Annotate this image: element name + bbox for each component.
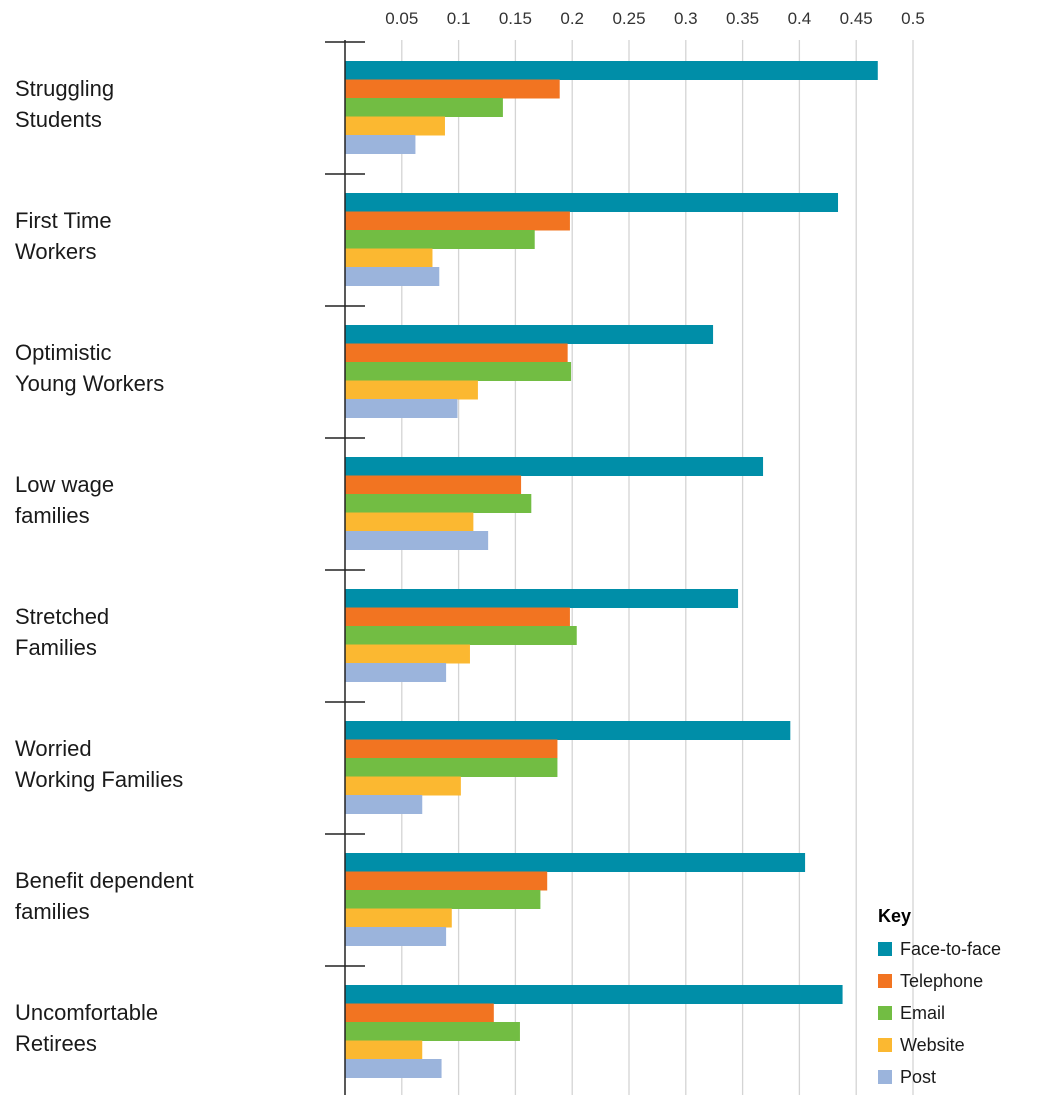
x-tick-label: 0.25 [612, 9, 645, 28]
x-tick-label: 0.3 [674, 9, 698, 28]
category-label: Students [15, 107, 102, 132]
x-tick-label: 0.15 [499, 9, 532, 28]
bar-telephone [345, 343, 568, 363]
legend-label: Face-to-face [900, 939, 1001, 959]
bar-website [345, 644, 470, 664]
bar-website [345, 248, 433, 268]
bar-post [345, 267, 440, 286]
legend-swatch [878, 1006, 892, 1020]
bar-website [345, 116, 445, 136]
category-label: Young Workers [15, 371, 164, 396]
bar-website [345, 908, 452, 928]
bars [345, 61, 878, 1078]
bar-face-to-face [345, 721, 791, 740]
legend-label: Post [900, 1067, 936, 1087]
legend-swatch [878, 974, 892, 988]
legend-label: Telephone [900, 971, 983, 991]
legend-swatch [878, 942, 892, 956]
bar-face-to-face [345, 325, 714, 344]
category-label: Retirees [15, 1031, 97, 1056]
bar-post [345, 531, 489, 550]
x-tick-label: 0.35 [726, 9, 759, 28]
legend-swatch [878, 1070, 892, 1084]
category-label: Benefit dependent [15, 868, 194, 893]
x-tick-label: 0.1 [447, 9, 471, 28]
bar-telephone [345, 1003, 494, 1023]
bar-telephone [345, 871, 548, 891]
category-label: Workers [15, 239, 97, 264]
bar-face-to-face [345, 193, 839, 212]
bar-website [345, 380, 478, 400]
bar-post [345, 663, 447, 682]
bar-email [345, 98, 503, 117]
category-label: Working Families [15, 767, 183, 792]
bar-post [345, 795, 423, 814]
x-tick-label: 0.4 [788, 9, 812, 28]
bar-website [345, 512, 474, 532]
legend-label: Website [900, 1035, 965, 1055]
bar-email [345, 1022, 520, 1041]
bar-face-to-face [345, 985, 843, 1004]
x-tick-label: 0.05 [385, 9, 418, 28]
bar-telephone [345, 475, 522, 495]
bar-post [345, 1059, 442, 1078]
bar-face-to-face [345, 853, 806, 872]
category-label: Families [15, 635, 97, 660]
bar-face-to-face [345, 589, 739, 608]
category-label: Low wage [15, 472, 114, 497]
legend-label: Email [900, 1003, 945, 1023]
category-label: Worried [15, 736, 92, 761]
bar-post [345, 135, 416, 154]
x-axis-ticks: 0.05 0.1 0.15 0.2 0.25 0.3 0.35 0.4 0.45 0.5 [385, 9, 925, 28]
legend-swatch [878, 1038, 892, 1052]
bar-telephone [345, 607, 570, 627]
category-labels: Struggling Students First Time Workers Optim… [15, 76, 194, 1056]
bar-email [345, 494, 532, 513]
category-label: families [15, 503, 90, 528]
x-tick-label: 0.2 [560, 9, 584, 28]
bar-telephone [345, 211, 570, 231]
category-label: First Time [15, 208, 112, 233]
legend-title: Key [878, 906, 911, 926]
bar-face-to-face [345, 61, 878, 80]
bar-website [345, 1040, 423, 1060]
bar-telephone [345, 739, 558, 759]
legend: Key Face-to-face Telephone Email Website Post [878, 906, 1001, 1087]
x-tick-label: 0.5 [901, 9, 925, 28]
bar-email [345, 626, 577, 645]
bar-email [345, 758, 558, 777]
bar-telephone [345, 79, 560, 99]
bar-email [345, 230, 535, 249]
category-label: Uncomfortable [15, 1000, 158, 1025]
x-tick-label: 0.45 [840, 9, 873, 28]
category-label: Struggling [15, 76, 114, 101]
category-label: Optimistic [15, 340, 112, 365]
bar-post [345, 927, 447, 946]
y-axis [325, 40, 365, 1095]
category-label: families [15, 899, 90, 924]
category-label: Stretched [15, 604, 109, 629]
bar-email [345, 890, 541, 909]
bar-post [345, 399, 458, 418]
bar-email [345, 362, 572, 381]
bar-face-to-face [345, 457, 764, 476]
bar-website [345, 776, 461, 796]
